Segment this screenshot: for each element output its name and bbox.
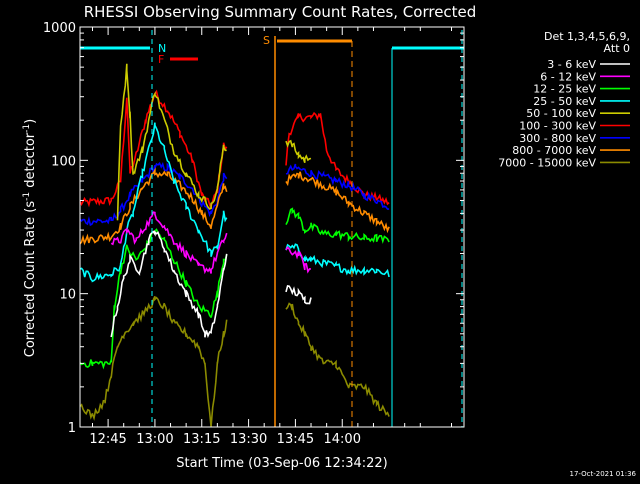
legend-label: 100 - 300 keV bbox=[519, 120, 596, 133]
y-axis-label: Corrected Count Rate (s-1 detector-1) bbox=[22, 119, 38, 357]
legend-label: 50 - 100 keV bbox=[526, 107, 596, 120]
series-line-5 bbox=[79, 89, 390, 210]
chart-title: RHESSI Observing Summary Count Rates, Co… bbox=[84, 3, 477, 21]
legend-label: 25 - 50 keV bbox=[533, 95, 596, 108]
x-tick-label: 12:45 bbox=[89, 432, 126, 447]
legend-label: 12 - 25 keV bbox=[533, 83, 596, 96]
legend-label: 300 - 800 keV bbox=[519, 132, 596, 145]
plot-frame bbox=[79, 26, 465, 428]
x-tick-label: 13:45 bbox=[277, 432, 314, 447]
legend-label: 3 - 6 keV bbox=[547, 58, 596, 71]
y-tick-label: 1 bbox=[68, 421, 76, 436]
x-tick-label: 13:00 bbox=[136, 432, 173, 447]
legend-label: 800 - 7000 keV bbox=[512, 144, 596, 157]
x-tick-label: 13:30 bbox=[230, 432, 267, 447]
series-line-0 bbox=[110, 230, 312, 339]
x-tick-label: 14:00 bbox=[324, 432, 361, 447]
series-line-7 bbox=[79, 167, 390, 246]
y-tick-label: 1000 bbox=[43, 21, 76, 36]
marker-layer: NF S bbox=[80, 30, 464, 427]
series-line-8 bbox=[79, 295, 390, 428]
legend-header-detectors: Det 1,3,4,5,6,9, bbox=[544, 30, 630, 43]
marker-label: F bbox=[158, 53, 164, 66]
y-tick-label: 10 bbox=[59, 288, 76, 303]
series-line-6 bbox=[79, 161, 390, 227]
axis-layer: 1 10 100 1000 12:45 13:00 13:15 13:30 13:45 14:00 bbox=[43, 21, 465, 447]
y-tick-label: 100 bbox=[51, 154, 76, 169]
footer-timestamp: 17-Oct-2021 01:36 bbox=[570, 470, 637, 478]
series-line-4 bbox=[116, 63, 312, 221]
legend-label: 6 - 12 keV bbox=[540, 70, 596, 83]
x-axis-label: Start Time (03-Sep-06 12:34:22) bbox=[176, 456, 387, 471]
marker-label: N bbox=[158, 42, 166, 55]
plot-layer bbox=[79, 63, 390, 428]
legend-label: 7000 - 15000 keV bbox=[498, 156, 596, 169]
series-line-1 bbox=[110, 211, 312, 275]
series-line-3 bbox=[79, 122, 390, 283]
legend-header-attenuator: Att 0 bbox=[604, 42, 630, 55]
marker-label: S bbox=[263, 34, 270, 47]
x-tick-label: 13:15 bbox=[183, 432, 220, 447]
